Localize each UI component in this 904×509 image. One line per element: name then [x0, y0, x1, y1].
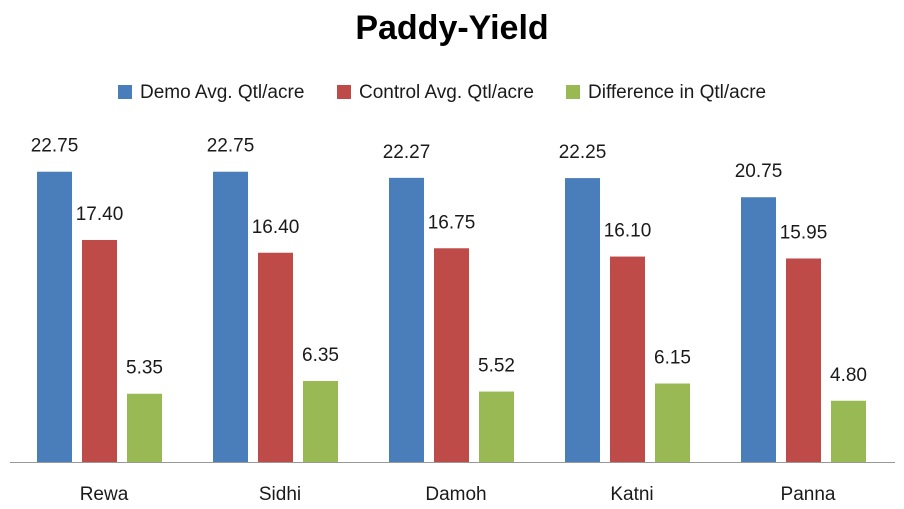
legend-swatch	[566, 85, 580, 99]
data-label: 16.10	[604, 221, 652, 242]
data-label: 22.75	[31, 136, 79, 157]
data-label: 20.75	[735, 161, 783, 182]
data-label: 22.75	[207, 136, 255, 157]
bar	[434, 248, 469, 462]
data-label: 17.40	[76, 204, 124, 225]
bar	[610, 256, 645, 462]
bar	[82, 239, 117, 462]
bar	[389, 177, 424, 463]
x-tick-label: Sidhi	[259, 484, 301, 505]
data-label: 22.27	[383, 142, 431, 163]
data-label: 5.35	[126, 358, 163, 379]
bar	[565, 178, 600, 462]
data-label: 16.40	[252, 217, 300, 238]
x-tick-label: Katni	[610, 484, 653, 505]
data-label: 15.95	[780, 222, 828, 243]
legend-swatch	[337, 85, 351, 99]
bar	[479, 391, 514, 462]
bar	[831, 400, 866, 462]
legend-label: Control Avg. Qtl/acre	[359, 82, 534, 103]
data-label: 6.15	[654, 348, 691, 369]
bar	[786, 258, 821, 462]
x-tick-label: Rewa	[80, 484, 129, 505]
legend-label: Demo Avg. Qtl/acre	[140, 82, 304, 103]
data-label: 16.75	[428, 212, 476, 233]
data-label: 6.35	[302, 345, 339, 366]
x-tick-label: Panna	[781, 484, 836, 505]
bar	[303, 380, 338, 462]
x-tick-label: Damoh	[425, 484, 486, 505]
bar	[258, 252, 293, 462]
bar	[213, 171, 248, 462]
legend-swatch	[118, 85, 132, 99]
legend-label: Difference in Qtl/acre	[588, 82, 766, 103]
data-label: 22.25	[559, 142, 607, 163]
data-label: 5.52	[478, 356, 515, 377]
bar	[741, 197, 776, 463]
data-label: 4.80	[830, 365, 867, 386]
chart-title: Paddy-Yield	[355, 9, 548, 47]
bar	[127, 393, 162, 462]
bar	[37, 171, 72, 462]
bar	[655, 383, 690, 462]
